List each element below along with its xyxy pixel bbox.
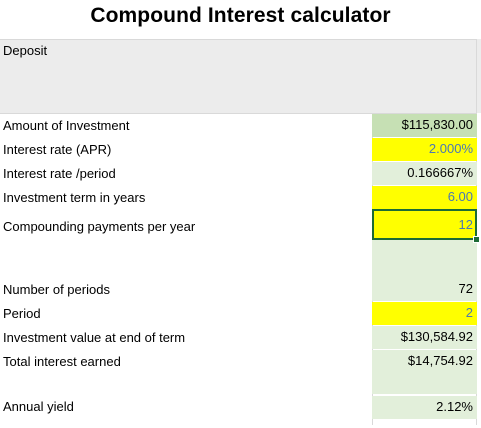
empty-cell-green [372, 240, 477, 278]
row-label-period: Period [3, 306, 41, 321]
row-label-interest-rate-apr: Interest rate (APR) [3, 142, 112, 157]
cell-period[interactable]: 2 [372, 302, 477, 325]
cell-total-interest-earned[interactable]: $14,754.92 [372, 350, 477, 373]
cell-investment-value[interactable]: $130,584.92 [372, 326, 477, 349]
cell-annual-yield[interactable]: 2.12% [372, 396, 477, 419]
cell-compounding-payments[interactable]: 12 [372, 209, 477, 240]
row-label-total-interest-earned: Total interest earned [3, 354, 121, 369]
deposit-label: Deposit [3, 43, 48, 58]
row-label-investment-term: Investment term in years [3, 190, 146, 205]
cell-amount-of-investment[interactable]: $115,830.00 [372, 114, 477, 137]
cell-number-of-periods[interactable]: 72 [372, 278, 477, 301]
empty-cell-green [372, 372, 477, 394]
row-label-number-of-periods: Number of periods [3, 282, 110, 297]
cell-interest-rate-apr[interactable]: 2.000% [372, 138, 477, 161]
cell-investment-term[interactable]: 6.00 [372, 186, 477, 209]
row-label-interest-rate-period: Interest rate /period [3, 166, 116, 181]
row-divider [0, 39, 477, 40]
sheet-title: Compound Interest calculator [90, 4, 391, 27]
cell-interest-rate-period[interactable]: 0.166667% [372, 162, 477, 185]
deposit-section [0, 39, 481, 113]
row-label-compounding-payments: Compounding payments per year [3, 219, 196, 234]
row-divider [0, 113, 477, 114]
row-label-annual-yield: Annual yield [3, 399, 74, 414]
row-label-investment-value: Investment value at end of term [3, 330, 186, 345]
row-label-amount-of-investment: Amount of Investment [3, 118, 130, 133]
fill-handle[interactable] [473, 236, 480, 243]
